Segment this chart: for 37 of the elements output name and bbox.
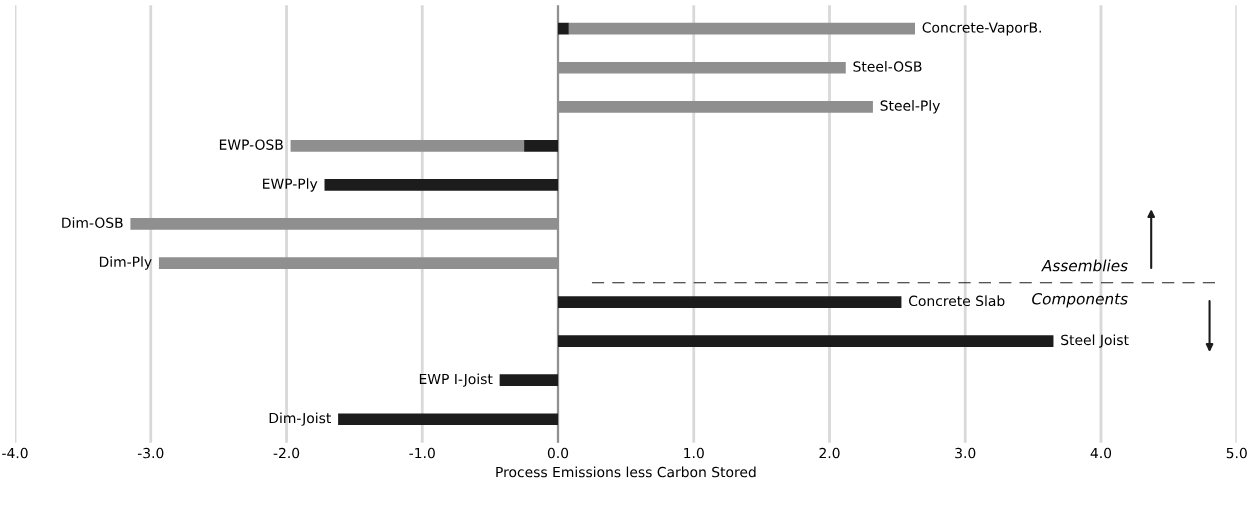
bar <box>558 296 902 308</box>
x-tick-label: -1.0 <box>409 447 435 459</box>
x-tick-label: 5.0 <box>1226 447 1247 459</box>
x-tick-label: 4.0 <box>1090 447 1112 459</box>
annotation: Assemblies <box>1041 259 1128 272</box>
y-tick-label: EWP-Ply <box>263 178 318 192</box>
y-tick-label: Concrete Slab <box>909 295 1005 307</box>
bar <box>290 140 525 152</box>
bar <box>158 257 558 269</box>
bar <box>324 179 558 191</box>
x-tick-label: -3.0 <box>137 447 164 459</box>
bar <box>524 140 558 152</box>
bar <box>338 413 558 426</box>
bar <box>558 61 846 74</box>
y-tick-label: Dim-Ply <box>99 256 152 270</box>
x-tick-label: -4.0 <box>2 447 28 459</box>
bar <box>558 100 873 113</box>
bar <box>130 218 558 230</box>
y-tick-label: Dim-Joist <box>269 412 331 426</box>
annotation: Components <box>1032 293 1128 308</box>
y-tick-label: Steel-Ply <box>880 100 940 114</box>
bar <box>558 22 569 35</box>
x-tick-label: -2.0 <box>273 447 300 459</box>
bar <box>568 22 915 35</box>
y-tick-label: EWP I-Joist <box>419 373 493 387</box>
x-tick-label: 0.0 <box>547 447 569 459</box>
y-tick-label: Steel Joist <box>1061 334 1129 348</box>
x-tick-label: 3.0 <box>955 447 976 459</box>
x-tick-label: 2.0 <box>819 447 840 459</box>
y-tick-label: EWP-OSB <box>219 139 283 150</box>
y-tick-label: Dim-OSB <box>62 217 123 228</box>
bar <box>499 374 558 387</box>
x-axis-title: Process Emissions less Carbon Stored <box>496 466 756 478</box>
x-tick-label: 1.0 <box>684 447 704 459</box>
y-tick-label: Concrete-VaporB. <box>922 22 1041 36</box>
y-tick-label: Steel-OSB <box>853 61 922 72</box>
bar <box>558 335 1054 347</box>
